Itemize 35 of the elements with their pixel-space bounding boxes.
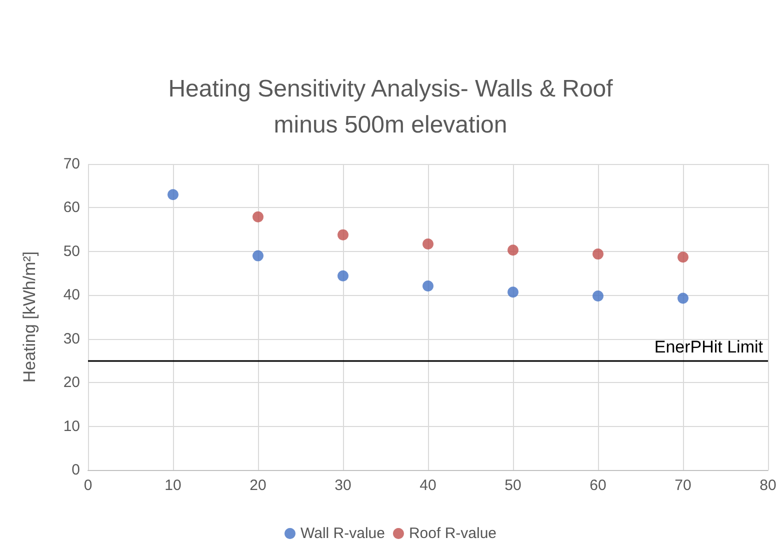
point [678,252,688,263]
y-tick-label: 70 [63,156,80,172]
point [338,229,348,240]
point [422,280,434,292]
point [508,286,518,298]
x-tick-label: 80 [760,477,776,494]
x-tick-label: 50 [504,477,522,494]
point [592,290,604,302]
y-tick-label: 50 [63,242,80,260]
point [338,270,348,282]
point [252,250,264,262]
point [168,189,178,200]
chart-title: Heating Sensitivity Analysis- Walls & Roof minus 500m elevation [168,76,614,138]
x-tick-label: 10 [164,477,182,494]
x-tick-label: 20 [250,477,266,494]
point [592,248,604,260]
y-tick-label: 40 [63,286,80,304]
legend-label: Roof R-value [408,525,497,542]
point [422,238,434,250]
x-tick-label: 40 [420,477,436,494]
y-tick-label: 30 [63,330,80,348]
point [678,292,688,304]
x-tick-label: 0 [84,477,92,494]
y-tick-label: 10 [63,418,80,435]
x-tick-label: 60 [590,477,606,494]
ref-line-label: EnerPHit Limit [654,338,764,357]
legend-label: Wall R-value [300,525,385,542]
point [508,244,518,256]
point [252,211,264,222]
x-tick-label: 70 [674,477,692,494]
y-tick-label: 60 [63,199,80,216]
y-tick-label: 0 [72,462,80,478]
y-axis-title: Heating [kWh/m²] [20,251,39,383]
y-tick-label: 20 [63,374,80,392]
x-tick-label: 30 [334,477,352,494]
